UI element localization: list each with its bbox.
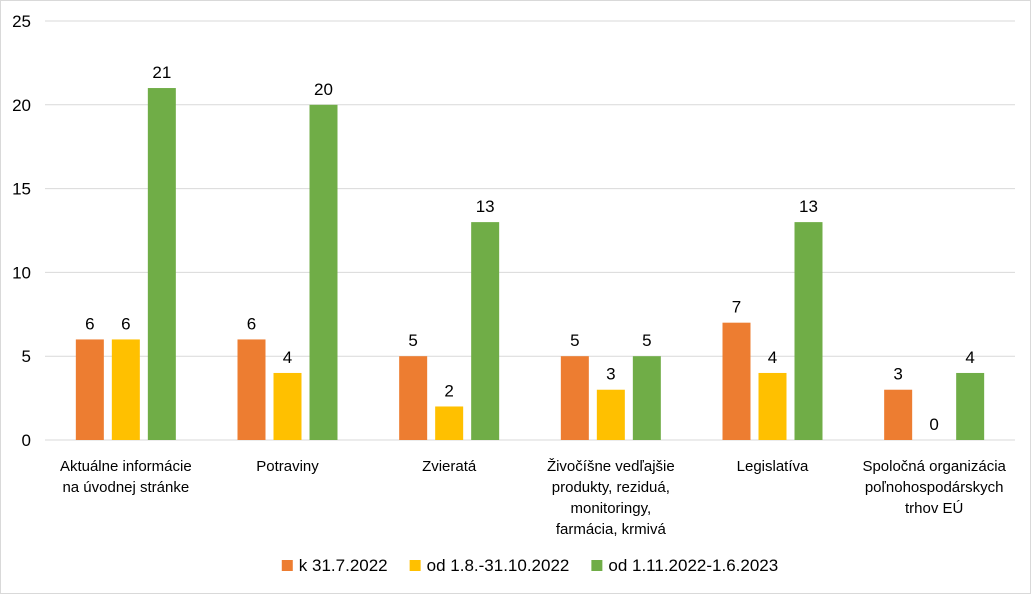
category-label-line: Zvieratá: [422, 458, 477, 475]
legend-label: k 31.7.2022: [299, 556, 388, 575]
legend-item: od 1.8.-31.10.2022: [409, 556, 570, 575]
data-label: 3: [893, 365, 902, 384]
data-label: 7: [732, 298, 741, 317]
data-label: 20: [314, 80, 333, 99]
bar: [596, 389, 625, 440]
y-tick-label: 10: [12, 263, 31, 282]
y-tick-label: 25: [12, 12, 31, 31]
data-label: 5: [408, 331, 417, 350]
legend-swatch: [409, 560, 421, 571]
legend-swatch: [281, 560, 293, 571]
bar: [147, 88, 176, 440]
category-label: Spoločná organizácia poľnohospodárskych tr…: [862, 458, 1006, 517]
data-label: 13: [476, 197, 495, 216]
legend-swatch: [591, 560, 603, 571]
y-tick-label: 5: [22, 347, 31, 366]
data-labels: 6 6 5 5 7 3 6 4 2 3 4 0 21 20 13 5 13 4: [85, 63, 975, 434]
bar: [758, 372, 787, 440]
y-tick-label: 0: [22, 431, 31, 450]
category-label: Zvieratá: [422, 458, 477, 475]
data-label: 21: [152, 63, 171, 82]
y-tick-label: 15: [12, 180, 31, 199]
category-label-line: poľnohospodárskych: [865, 479, 1004, 496]
data-label: 3: [606, 365, 615, 384]
bar: [560, 356, 589, 440]
data-label: 4: [768, 348, 777, 367]
legend-item: k 31.7.2022: [281, 556, 388, 575]
category-label: Potraviny: [256, 458, 319, 475]
category-label: Legislatíva: [737, 458, 809, 475]
data-label: 0: [929, 415, 938, 434]
bar: [632, 356, 661, 440]
data-label: 6: [247, 314, 256, 333]
category-label-line: Živočíšne vedľajšie: [547, 458, 675, 475]
legend-item: od 1.11.2022-1.6.2023: [591, 556, 778, 575]
y-tick-label: 20: [12, 96, 31, 115]
bar: [237, 339, 266, 440]
data-label: 2: [444, 381, 453, 400]
data-label: 4: [283, 348, 292, 367]
category-label: Aktuálne informácie na úvodnej stránke: [60, 458, 192, 496]
x-axis-categories: Aktuálne informácie na úvodnej stránke Pot…: [60, 458, 1007, 538]
legend: k 31.7.2022 od 1.8.-31.10.2022 od 1.11.202…: [281, 556, 778, 575]
category-label-line: na úvodnej stránke: [62, 479, 189, 496]
bar: [399, 356, 428, 440]
category-label-line: farmácia, krmivá: [556, 521, 667, 538]
bar: [273, 372, 302, 440]
bar: [794, 222, 823, 440]
data-label: 5: [570, 331, 579, 350]
category-label-line: Aktuálne informácie: [60, 458, 192, 475]
data-label: 13: [799, 197, 818, 216]
bar: [722, 322, 751, 440]
data-label: 5: [642, 331, 651, 350]
category-label-line: produkty, reziduá,: [552, 479, 670, 496]
data-label: 6: [121, 314, 130, 333]
bar: [111, 339, 140, 440]
category-label-line: trhov EÚ: [905, 500, 963, 517]
bar: [471, 222, 500, 440]
legend-label: od 1.8.-31.10.2022: [427, 556, 570, 575]
data-label: 4: [965, 348, 974, 367]
bar: [884, 389, 913, 440]
bar: [956, 372, 985, 440]
category-label-line: monitoringy,: [571, 500, 652, 517]
y-axis-ticks: 0 5 10 15 20 25: [12, 12, 31, 450]
bar: [435, 406, 464, 440]
category-label-line: Potraviny: [256, 458, 319, 475]
gridlines: [45, 20, 1015, 441]
data-label: 6: [85, 314, 94, 333]
bars: [75, 88, 985, 441]
category-label-line: Legislatíva: [737, 458, 809, 475]
category-label-line: Spoločná organizácia: [862, 458, 1006, 475]
legend-label: od 1.11.2022-1.6.2023: [608, 556, 778, 575]
category-label: Živočíšne vedľajšie produkty, reziduá, mon…: [547, 458, 675, 538]
bar: [309, 104, 338, 441]
bar: [75, 339, 104, 440]
